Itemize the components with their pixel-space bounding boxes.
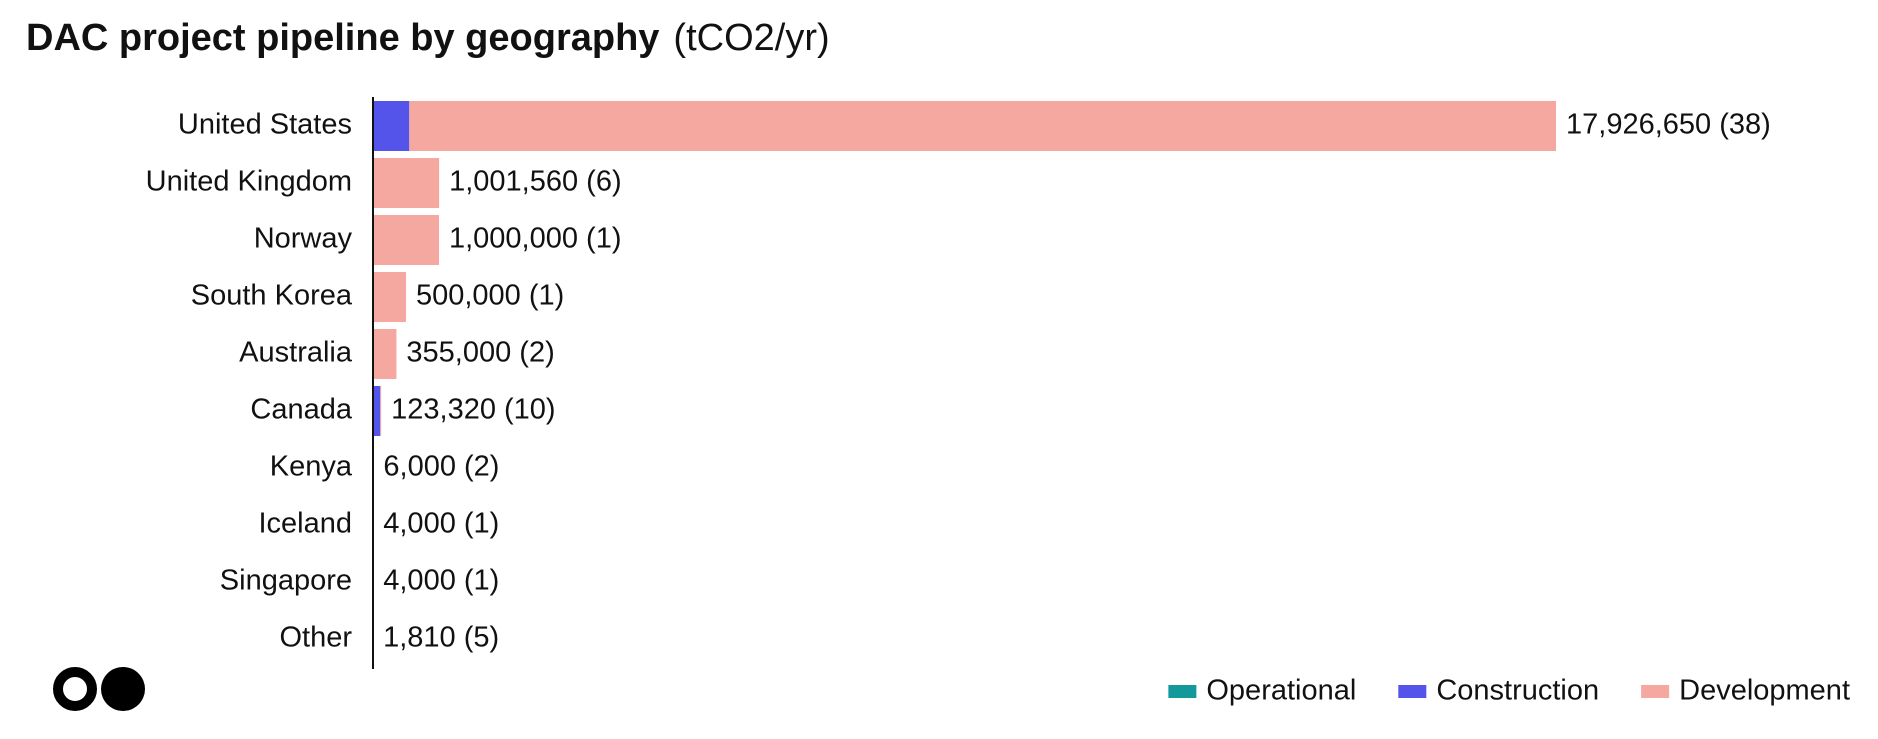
bar-segment <box>373 386 380 436</box>
legend-swatch <box>1641 685 1669 698</box>
data-label: 6,000 (2) <box>383 451 499 483</box>
y-tick-label: South Korea <box>191 280 353 312</box>
y-tick-label: Kenya <box>270 451 353 483</box>
legend-swatch <box>1168 685 1196 698</box>
data-label: 355,000 (2) <box>406 337 554 369</box>
y-tick-label: Singapore <box>220 565 352 597</box>
y-tick-label: Australia <box>239 337 353 369</box>
legend-label: Construction <box>1436 675 1599 707</box>
data-label: 500,000 (1) <box>416 280 564 312</box>
logo <box>58 672 92 706</box>
legend-swatch <box>1398 685 1426 698</box>
y-tick-label: Other <box>279 622 352 654</box>
logo <box>101 667 145 711</box>
data-label: 1,000,000 (1) <box>449 223 622 255</box>
y-tick-label: Norway <box>254 223 353 255</box>
data-label: 4,000 (1) <box>383 565 499 597</box>
y-tick-label: Iceland <box>258 508 352 540</box>
data-label: 1,001,560 (6) <box>449 166 622 198</box>
bar-segment <box>409 101 1556 151</box>
y-tick-label: United States <box>178 109 352 141</box>
legend-label: Operational <box>1206 675 1356 707</box>
bar-segment <box>373 329 396 379</box>
bar-segment <box>373 158 439 208</box>
bar-segment <box>373 215 439 265</box>
data-label: 4,000 (1) <box>383 508 499 540</box>
data-label: 17,926,650 (38) <box>1566 109 1771 141</box>
y-tick-label: United Kingdom <box>146 166 352 198</box>
chart-title: DAC project pipeline by geography <box>26 17 659 59</box>
bar-segment <box>373 101 409 151</box>
bar-segment <box>380 386 381 436</box>
data-label: 123,320 (10) <box>391 394 555 426</box>
bar-segment <box>373 272 406 322</box>
legend-label: Development <box>1679 675 1850 707</box>
y-tick-label: Canada <box>250 394 352 426</box>
chart-subtitle: (tCO2/yr) <box>673 17 829 59</box>
data-label: 1,810 (5) <box>383 622 499 654</box>
